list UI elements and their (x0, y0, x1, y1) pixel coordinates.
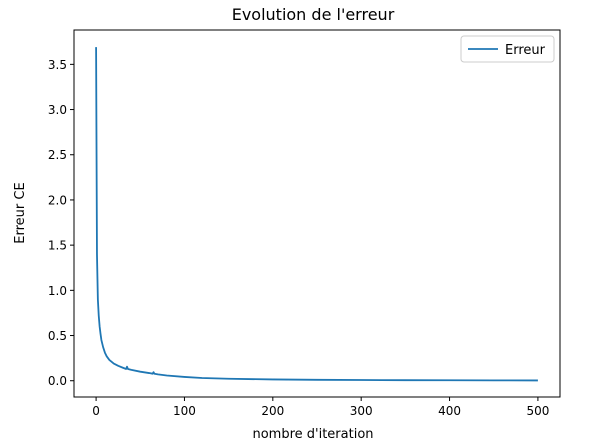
legend: Erreur (460, 35, 555, 63)
x-tick-label: 500 (526, 404, 549, 418)
y-tick-label: 1.5 (48, 239, 67, 253)
x-tick-label: 400 (438, 404, 461, 418)
x-axis-label: nombre d'iteration (252, 427, 373, 442)
y-tick-label: 0.0 (48, 374, 67, 388)
x-axis-ticks: 0 100 200 300 400 500 (92, 397, 549, 418)
y-tick-label: 3.0 (48, 103, 67, 117)
plot-frame (73, 29, 561, 398)
legend-label-erreur: Erreur (505, 43, 546, 58)
plot-area (74, 30, 560, 397)
x-tick-label: 100 (173, 404, 196, 418)
y-tick-label: 0.5 (48, 329, 67, 343)
y-axis-ticks: 0.0 0.5 1.0 1.5 2.0 2.5 3.0 3.5 (48, 58, 74, 388)
y-tick-label: 3.5 (48, 58, 67, 72)
series-layer (95, 47, 538, 382)
y-tick-label: 2.5 (48, 148, 67, 162)
legend-box (460, 35, 555, 63)
y-axis-label: Erreur CE (13, 182, 28, 243)
y-tick-label: 1.0 (48, 284, 67, 298)
y-tick-label: 2.0 (48, 193, 67, 207)
x-tick-label: 300 (350, 404, 373, 418)
series-line-1 (95, 47, 538, 382)
x-tick-label: 200 (261, 404, 284, 418)
x-tick-label: 0 (92, 404, 100, 418)
chart-title: Evolution de l'erreur (232, 5, 395, 24)
